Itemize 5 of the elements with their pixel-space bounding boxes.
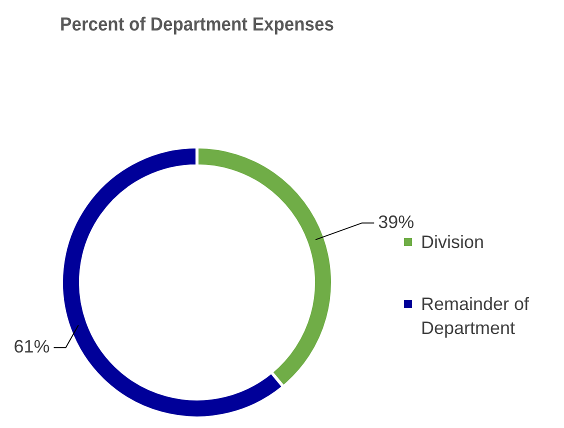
legend-label: Division xyxy=(421,231,484,254)
chart-title: Percent of Department Expenses xyxy=(60,12,334,35)
data-label: 39% xyxy=(378,212,414,232)
data-label: 61% xyxy=(14,336,50,357)
legend-label: Remainder of Department xyxy=(421,293,530,340)
